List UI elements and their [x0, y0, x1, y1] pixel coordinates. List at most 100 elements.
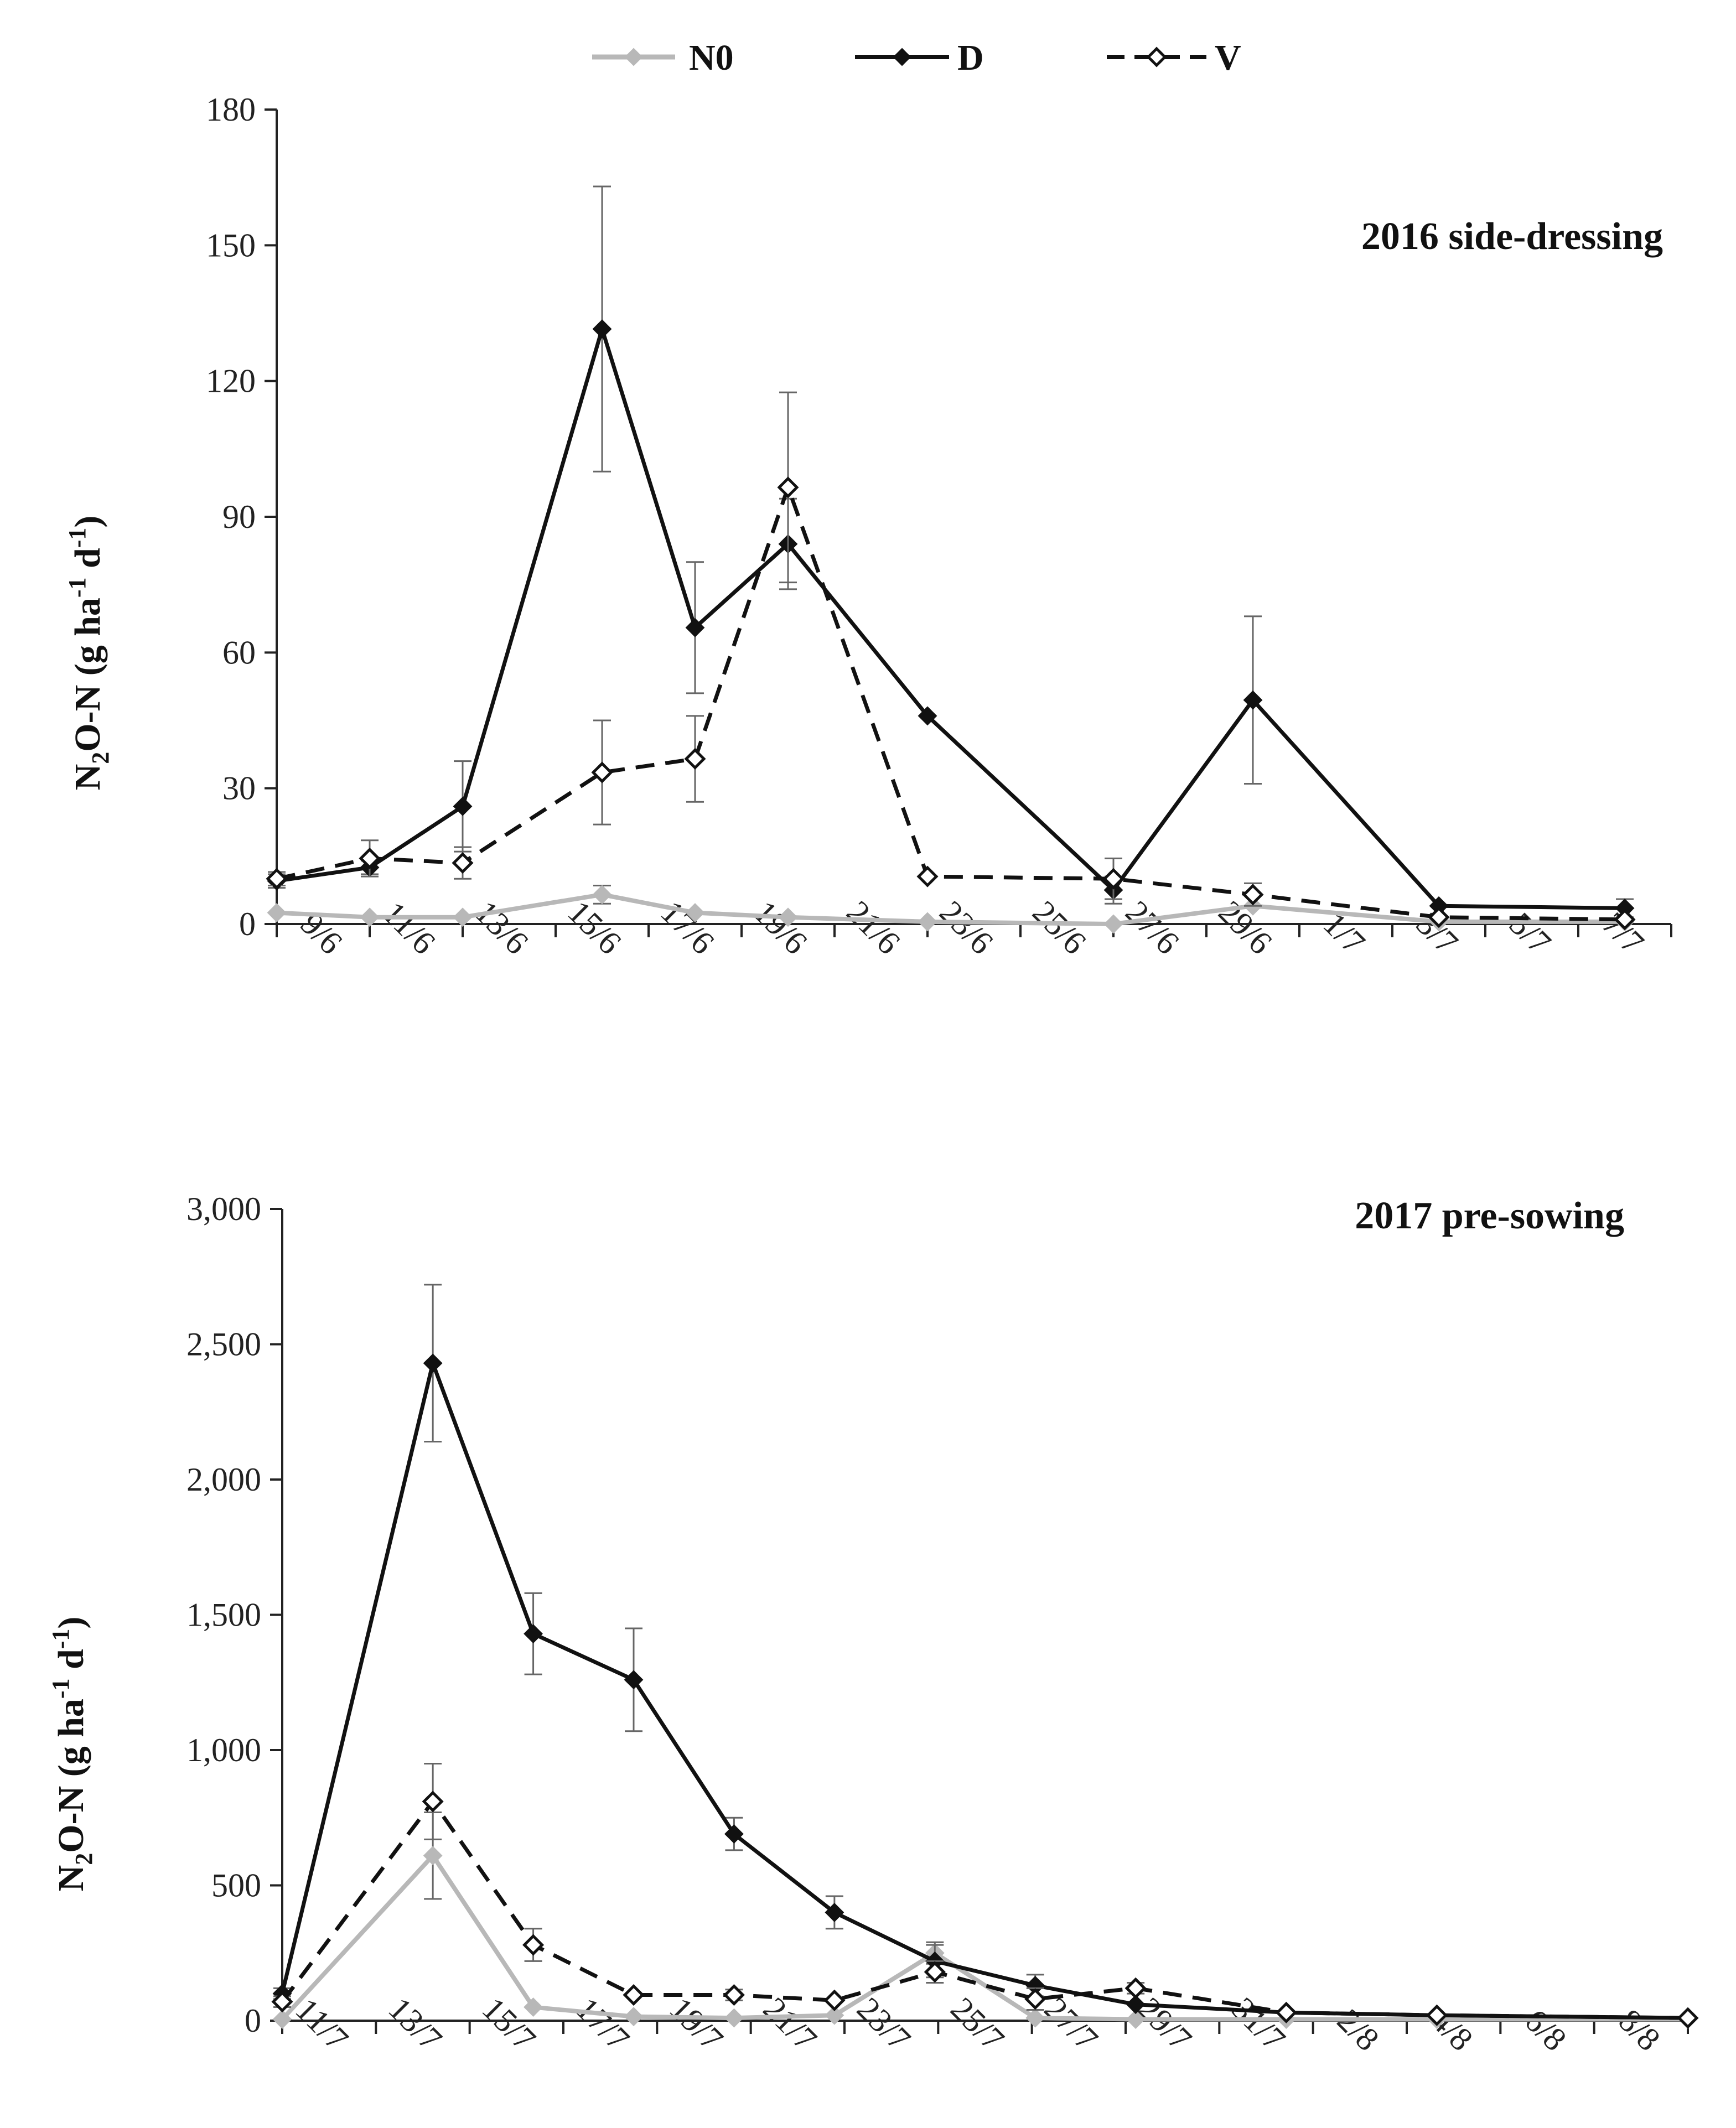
- plot-area: [271, 1284, 1699, 2029]
- data-point: [1677, 2007, 1699, 2029]
- y-label-main: N: [51, 1865, 91, 1892]
- data-point: [592, 885, 612, 905]
- data-point: [271, 1991, 293, 2013]
- y-label-mid: d: [68, 548, 108, 577]
- data-point: [924, 1961, 946, 1983]
- data-point: [452, 852, 474, 874]
- y-tick-label: 30: [222, 770, 256, 807]
- legend-item-n0: N0: [592, 38, 734, 78]
- data-point: [591, 761, 613, 783]
- data-point: [524, 1624, 543, 1644]
- data-point: [823, 1989, 846, 2011]
- data-point: [724, 1824, 744, 1844]
- y-label-sub: 2: [70, 1853, 97, 1865]
- data-point: [918, 912, 937, 932]
- y-label-rest: O-N (g ha: [51, 1699, 91, 1853]
- data-point: [825, 2005, 844, 2025]
- y-tick-label: 90: [222, 499, 256, 535]
- series-v: [271, 1762, 1699, 2029]
- data-point: [685, 617, 705, 637]
- y-label-rest: O-N (g ha: [68, 598, 108, 752]
- legend-item-v: V: [1107, 38, 1241, 78]
- data-point: [522, 1934, 545, 1956]
- y-tick-label: 1,500: [186, 1597, 261, 1633]
- data-point: [359, 847, 381, 869]
- data-point: [524, 1997, 543, 2017]
- data-point: [916, 865, 939, 887]
- y-tick-label: 120: [206, 363, 256, 399]
- data-point: [623, 1984, 645, 2006]
- legend-label-v: V: [1215, 38, 1241, 78]
- data-point: [1242, 884, 1264, 906]
- data-point: [1275, 2001, 1297, 2023]
- data-point: [360, 907, 380, 927]
- data-point: [272, 2010, 292, 2029]
- y-label-mid: d: [51, 1649, 91, 1678]
- data-point: [422, 1790, 444, 1813]
- legend-marker-v: [1146, 46, 1167, 68]
- data-point: [1024, 1988, 1046, 2010]
- series-line: [281, 1853, 1688, 2022]
- legend: N0 D V: [592, 38, 1241, 78]
- data-point: [918, 706, 937, 726]
- y-label-close: ): [51, 1617, 91, 1629]
- data-point: [1614, 909, 1636, 931]
- chart-title: 2016 side-dressing: [1361, 215, 1663, 258]
- data-point: [723, 1984, 745, 2006]
- y-tick-label: 2,000: [186, 1461, 261, 1498]
- data-point: [777, 476, 799, 499]
- y-label-sub: 2: [87, 752, 114, 764]
- data-point: [624, 1670, 644, 1690]
- y-label-sup1: -1: [47, 1678, 74, 1699]
- data-point: [1124, 1977, 1147, 1999]
- y-axis-label: N2O-N (g ha-1 d-1): [64, 516, 114, 791]
- y-label-close: ): [68, 516, 108, 528]
- data-point: [423, 1846, 443, 1866]
- data-point: [1243, 690, 1263, 710]
- y-tick-label: 500: [211, 1867, 261, 1904]
- y-label-sup2: -1: [64, 528, 91, 548]
- data-point: [1426, 2004, 1448, 2026]
- y-tick-label: 180: [206, 91, 256, 128]
- y-tick-label: 0: [245, 2002, 261, 2039]
- data-point: [778, 907, 798, 927]
- data-point: [685, 903, 705, 922]
- plot-area: [266, 185, 1636, 934]
- data-point: [423, 1353, 443, 1373]
- data-point: [266, 868, 288, 890]
- y-label-sup1: -1: [64, 577, 91, 598]
- data-point: [724, 2008, 744, 2028]
- data-point: [592, 319, 612, 339]
- data-point: [1428, 906, 1450, 928]
- y-tick-label: 0: [239, 906, 256, 942]
- series-v: [266, 391, 1636, 931]
- data-point: [1025, 2008, 1045, 2028]
- y-tick-label: 150: [206, 227, 256, 263]
- legend-item-d: D: [855, 38, 984, 78]
- y-label-main: N: [68, 764, 108, 791]
- y-label-sup2: -1: [47, 1629, 74, 1649]
- y-axis-label: N2O-N (g ha-1 d-1): [47, 1617, 97, 1892]
- legend-marker-d: [893, 48, 911, 66]
- y-tick-label: 60: [222, 634, 256, 671]
- legend-label-n0: N0: [689, 38, 734, 78]
- data-point: [453, 907, 473, 927]
- data-point: [1126, 1995, 1146, 2015]
- data-point: [684, 748, 706, 770]
- chart-panel-2017: 2017 pre-sowing 0 500 1,000 1,500 2,000 2,500…: [47, 1191, 1699, 2058]
- y-tick-label: 1,000: [186, 1732, 261, 1768]
- y-tick-label: 2,500: [186, 1326, 261, 1363]
- legend-label-d: D: [957, 38, 984, 78]
- data-point: [624, 2007, 644, 2027]
- data-point: [453, 796, 473, 816]
- series-line: [281, 1799, 1688, 2020]
- chart-title: 2017 pre-sowing: [1355, 1195, 1624, 1237]
- y-tick-label: 3,000: [186, 1191, 261, 1227]
- data-point: [1126, 2010, 1146, 2029]
- data-point: [1102, 868, 1124, 890]
- legend-marker-n0: [624, 48, 643, 66]
- data-point: [1103, 914, 1123, 934]
- data-point: [825, 1902, 844, 1922]
